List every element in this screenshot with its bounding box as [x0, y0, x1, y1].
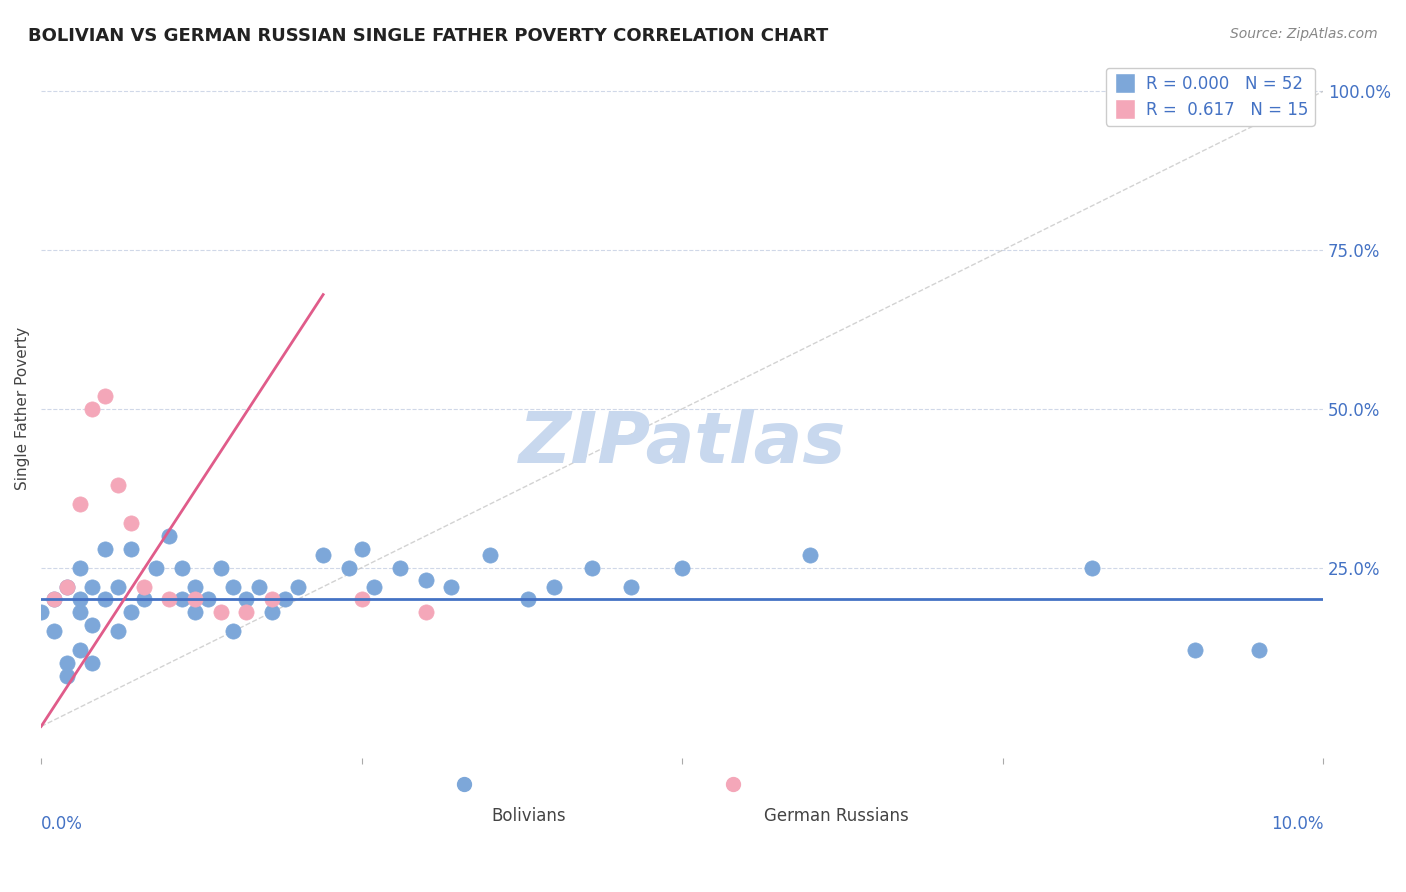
Point: [69, 643, 91, 657]
Point: [120, 541, 142, 556]
Point: [132, 580, 155, 594]
Point: [107, 624, 129, 639]
Point: [478, 548, 501, 562]
Point: [107, 478, 129, 492]
Point: [415, 574, 437, 588]
Text: German Russians: German Russians: [763, 807, 908, 825]
Point: [517, 592, 540, 607]
Point: [209, 560, 232, 574]
Point: [94, 389, 117, 403]
Point: [440, 580, 463, 594]
Point: [184, 592, 207, 607]
Point: [55, 668, 77, 682]
Point: [69, 497, 91, 511]
Text: ZIPatlas: ZIPatlas: [519, 409, 846, 478]
Text: 0.0%: 0.0%: [41, 815, 83, 833]
Point: [273, 592, 295, 607]
Point: [209, 605, 232, 619]
Point: [120, 605, 142, 619]
Point: [671, 560, 693, 574]
Point: [543, 580, 565, 594]
Point: [350, 541, 373, 556]
Text: 10.0%: 10.0%: [1271, 815, 1323, 833]
Point: [235, 592, 257, 607]
Point: [337, 560, 360, 574]
Point: [620, 580, 643, 594]
Text: BOLIVIAN VS GERMAN RUSSIAN SINGLE FATHER POVERTY CORRELATION CHART: BOLIVIAN VS GERMAN RUSSIAN SINGLE FATHER…: [28, 27, 828, 45]
Point: [42, 592, 65, 607]
Point: [55, 656, 77, 670]
Point: [350, 592, 373, 607]
Point: [94, 592, 117, 607]
Point: [145, 560, 167, 574]
Point: [42, 592, 65, 607]
Point: [69, 560, 91, 574]
Point: [157, 592, 180, 607]
Point: [184, 605, 207, 619]
Point: [581, 560, 603, 574]
Point: [222, 624, 245, 639]
Point: [55, 580, 77, 594]
Point: [389, 560, 412, 574]
Point: [94, 541, 117, 556]
Point: [172, 560, 194, 574]
Point: [184, 580, 207, 594]
Point: [132, 592, 155, 607]
Point: [287, 580, 309, 594]
Point: [55, 580, 77, 594]
Point: [799, 548, 821, 562]
Point: [1184, 643, 1206, 657]
Point: [120, 516, 142, 531]
Point: [69, 605, 91, 619]
Point: [260, 592, 283, 607]
Point: [247, 580, 270, 594]
Point: [235, 605, 257, 619]
Point: [107, 580, 129, 594]
Point: [30, 605, 52, 619]
Point: [197, 592, 219, 607]
Legend: R = 0.000   N = 52, R =  0.617   N = 15: R = 0.000 N = 52, R = 0.617 N = 15: [1105, 68, 1315, 126]
Point: [82, 617, 104, 632]
Text: Source: ZipAtlas.com: Source: ZipAtlas.com: [1230, 27, 1378, 41]
Point: [1081, 560, 1104, 574]
Point: [363, 580, 385, 594]
Text: Bolivians: Bolivians: [491, 807, 565, 825]
Point: [82, 401, 104, 416]
Point: [312, 548, 335, 562]
Point: [42, 624, 65, 639]
Point: [82, 656, 104, 670]
Point: [260, 605, 283, 619]
Point: [1247, 643, 1270, 657]
Point: [222, 580, 245, 594]
Point: [172, 592, 194, 607]
Point: [69, 592, 91, 607]
Point: [82, 580, 104, 594]
Y-axis label: Single Father Poverty: Single Father Poverty: [15, 327, 30, 491]
Point: [415, 605, 437, 619]
Point: [157, 529, 180, 543]
